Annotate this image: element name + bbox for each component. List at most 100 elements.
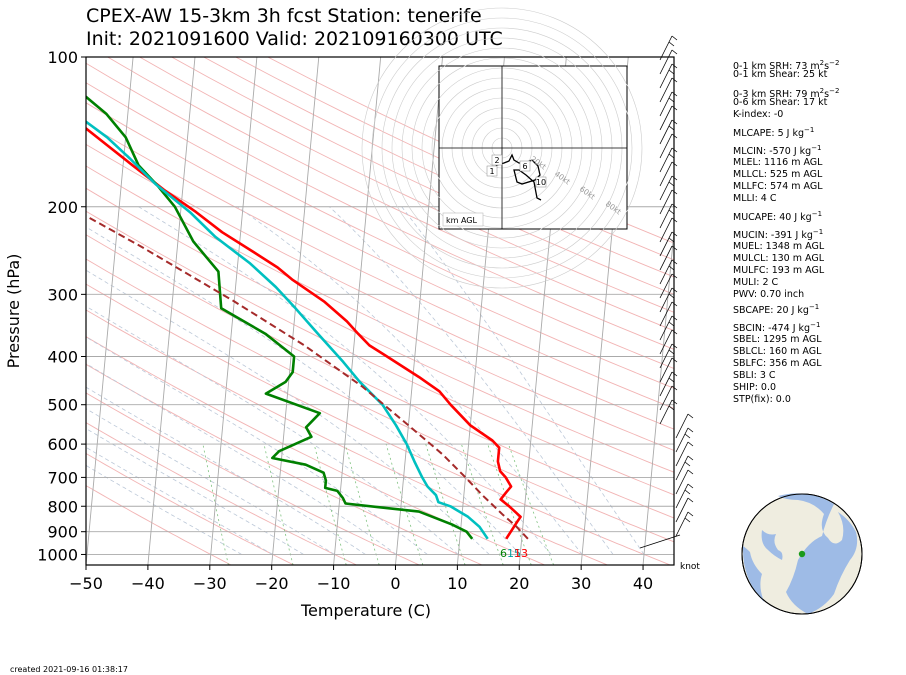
- surface-wind-barb: [639, 534, 681, 549]
- index-line: SBLFC: 356 m AGL: [733, 358, 822, 370]
- wind-barb: [675, 427, 694, 453]
- wind-barb: [675, 469, 694, 495]
- index-line: 0-6 km Shear: 17 kt: [733, 97, 827, 109]
- parcel-line: [86, 214, 529, 540]
- dry-adiabat: [86, 234, 674, 519]
- moist-adiabat: [86, 464, 242, 555]
- index-text: MLLCL: 525 m AGL: [733, 169, 823, 180]
- dry-adiabat: [86, 452, 294, 565]
- index-text: PWV: 0.70 inch: [733, 289, 805, 300]
- index-superscript: −1: [811, 144, 822, 152]
- hodograph-legend: km AGL: [446, 216, 478, 225]
- wind-barb-flag: [687, 441, 694, 447]
- wind-barb-staff: [659, 315, 673, 341]
- dry-adiabat: [139, 57, 674, 313]
- wind-barb-staff: [659, 49, 673, 75]
- x-tick-label: 40: [633, 574, 653, 593]
- wind-barb: [659, 245, 678, 271]
- index-superscript: 2: [819, 87, 825, 95]
- hodograph-frame: [438, 65, 628, 230]
- wind-barb-flag: [671, 91, 678, 97]
- index-text: 0-1 km Shear: 25 kt: [733, 69, 828, 80]
- dry-adiabat: [86, 82, 674, 370]
- index-superscript: −1: [804, 126, 815, 134]
- wind-barb-flag: [671, 49, 678, 55]
- x-tick-label: −30: [193, 574, 227, 593]
- dry-adiabat: [86, 187, 674, 473]
- index-text: STP(fix): 0.0: [733, 394, 791, 405]
- y-tick-label: 1000: [37, 545, 78, 564]
- x-tick-label: −50: [69, 574, 103, 593]
- wind-barb-flag: [684, 433, 691, 439]
- wind-barb-staff: [659, 119, 673, 145]
- plot-frame: [85, 56, 675, 566]
- x-tick-label: −40: [131, 574, 165, 593]
- wind-barb: [659, 189, 678, 215]
- mixing-ratio-line: [202, 444, 229, 565]
- mixing-ratio-line: [508, 443, 554, 565]
- mixing-ratio-line: [344, 443, 380, 565]
- surface-dewpoint-label: 6: [500, 547, 507, 560]
- sounding-traces: [86, 95, 529, 540]
- index-text: MLLI: 4 C: [733, 193, 777, 204]
- isotherm: [333, 57, 382, 565]
- dewpoint-line: [86, 95, 474, 540]
- created-timestamp: created 2021-09-16 01:38:17: [10, 665, 128, 674]
- wind-barb-flag: [671, 385, 678, 391]
- wind-barb-staff: [659, 371, 673, 397]
- wind-barb-flag: [684, 517, 691, 523]
- wind-barb: [659, 49, 678, 75]
- hodograph-height-box: [519, 160, 531, 172]
- wind-barb-flag: [687, 469, 694, 475]
- wind-barb-flag: [668, 181, 675, 187]
- mixing-ratio-line: [425, 443, 466, 565]
- surface-temperature-label: 13: [514, 547, 528, 560]
- wind-barb-flag: [671, 35, 678, 41]
- wind-barb-flag: [671, 203, 678, 209]
- index-text: MLCAPE: 5 J kg: [733, 128, 804, 140]
- wind-barb-flag: [687, 427, 694, 433]
- index-superscript: 2: [819, 59, 825, 67]
- wind-barb-staff: [675, 455, 689, 481]
- wind-barb-flag: [671, 259, 678, 265]
- index-line: MUCIN: -391 J kg−1: [733, 226, 823, 242]
- wind-barb-staff: [659, 105, 673, 131]
- wind-barb: [659, 259, 678, 285]
- chart-title-line1: CPEX-AW 15-3km 3h fcst Station: tenerife: [86, 5, 482, 27]
- wind-barb-flag: [671, 371, 678, 377]
- index-text: MLCIN: -570 J kg: [733, 146, 812, 158]
- x-tick-label: −20: [255, 574, 289, 593]
- ocean-atlantic: [778, 493, 858, 614]
- index-line: PWV: 0.70 inch: [733, 289, 804, 301]
- y-tick-label: 100: [47, 48, 78, 67]
- mixing-ratio-line: [313, 444, 347, 565]
- wind-barb-flag: [687, 483, 694, 489]
- wind-barb-staff: [659, 357, 673, 383]
- wind-barb-staff: [659, 161, 673, 187]
- wind-barb-staff: [659, 329, 673, 355]
- index-text: SBLI: 3 C: [733, 370, 776, 381]
- index-line: MLCIN: -570 J kg−1: [733, 142, 822, 158]
- wind-barb: [659, 231, 678, 257]
- moist-adiabat: [86, 428, 304, 555]
- y-tick-label: 400: [47, 348, 78, 367]
- index-text: MULI: 2 C: [733, 277, 779, 288]
- ocean-pacific: [742, 546, 764, 602]
- index-text: 0-3 km SRH: 79 m: [733, 89, 820, 101]
- wind-barb: [659, 77, 678, 103]
- dry-adiabat: [86, 165, 674, 451]
- index-text: MULCL: 130 m AGL: [733, 253, 825, 264]
- y-tick-label: 800: [47, 497, 78, 516]
- dry-adiabat: [107, 57, 674, 332]
- wind-barbs: [639, 35, 694, 549]
- index-unit: s: [824, 61, 830, 73]
- index-line: MUCAPE: 40 J kg−1: [733, 208, 822, 224]
- wind-barb-staff: [675, 483, 689, 509]
- wind-barb-staff: [659, 399, 673, 425]
- x-tick-label: 20: [509, 574, 529, 593]
- wind-barb: [659, 301, 678, 327]
- wind-barb-staff: [659, 245, 673, 271]
- wind-barb-flag: [668, 237, 675, 243]
- x-axis-label: Temperature (C): [300, 601, 431, 620]
